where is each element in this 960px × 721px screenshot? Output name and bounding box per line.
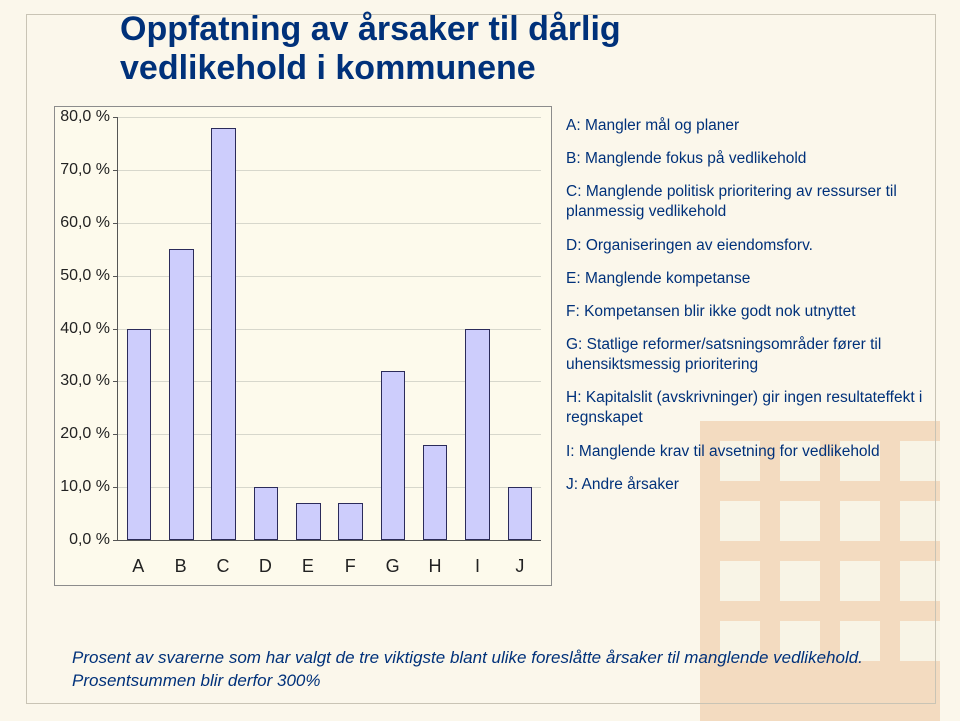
bar-D <box>254 487 279 540</box>
x-axis-label: F <box>329 556 371 577</box>
x-axis-labels: ABCDEFGHIJ <box>117 556 541 577</box>
x-axis-label: I <box>456 556 498 577</box>
plot-area: 0,0 %10,0 %20,0 %30,0 %40,0 %50,0 %60,0 … <box>117 117 541 541</box>
chart-title-line1: Oppfatning av årsaker til dårlig <box>120 10 640 49</box>
legend-text: Manglende politisk prioritering av ressu… <box>566 183 897 220</box>
x-axis-label: B <box>159 556 201 577</box>
legend-item: I: Manglende krav til avsetning for vedl… <box>566 442 931 462</box>
bar-slot <box>287 117 329 540</box>
legend-text: Statlige reformer/satsningsområder fører… <box>566 336 881 373</box>
x-axis-label: C <box>202 556 244 577</box>
legend: A: Mangler mål og planerB: Manglende fok… <box>566 116 931 508</box>
ytick-label: 40,0 % <box>60 320 118 338</box>
ytick-label: 30,0 % <box>60 372 118 390</box>
chart-title-line2: vedlikehold i kommunene <box>120 49 640 88</box>
bar-slot <box>456 117 498 540</box>
legend-key: A: <box>566 117 585 134</box>
x-axis-label: H <box>414 556 456 577</box>
legend-text: Mangler mål og planer <box>585 117 739 134</box>
bar-slot <box>118 117 160 540</box>
bar-A <box>127 329 152 541</box>
legend-text: Kompetansen blir ikke godt nok utnyttet <box>584 303 855 320</box>
ytick-label: 10,0 % <box>60 478 118 496</box>
ytick-label: 0,0 % <box>69 531 118 549</box>
legend-key: H: <box>566 389 586 406</box>
legend-item: H: Kapitalslit (avskrivninger) gir ingen… <box>566 388 931 428</box>
bar-slot <box>372 117 414 540</box>
legend-item: J: Andre årsaker <box>566 475 931 495</box>
bar-I <box>465 329 490 541</box>
ytick-label: 70,0 % <box>60 161 118 179</box>
bar-H <box>423 445 448 540</box>
bar-C <box>211 128 236 540</box>
bar-slot <box>414 117 456 540</box>
bar-slot <box>499 117 541 540</box>
legend-key: J: <box>566 476 582 493</box>
bar-slot <box>160 117 202 540</box>
chart-title: Oppfatning av årsaker til dårlig vedlike… <box>120 10 640 88</box>
legend-key: B: <box>566 150 585 167</box>
legend-key: I: <box>566 443 579 460</box>
legend-text: Organiseringen av eiendomsforv. <box>586 237 813 254</box>
legend-key: C: <box>566 183 586 200</box>
legend-item: B: Manglende fokus på vedlikehold <box>566 149 931 169</box>
x-axis-label: J <box>499 556 541 577</box>
bar-G <box>381 371 406 540</box>
x-axis-label: E <box>287 556 329 577</box>
legend-key: G: <box>566 336 587 353</box>
bars-container <box>118 117 541 540</box>
legend-item: C: Manglende politisk prioritering av re… <box>566 182 931 222</box>
legend-item: D: Organiseringen av eiendomsforv. <box>566 236 931 256</box>
legend-key: F: <box>566 303 584 320</box>
bar-slot <box>329 117 371 540</box>
bar-B <box>169 249 194 540</box>
x-axis-label: A <box>117 556 159 577</box>
ytick-label: 20,0 % <box>60 425 118 443</box>
legend-text: Manglende krav til avsetning for vedlike… <box>579 443 880 460</box>
legend-key: D: <box>566 237 586 254</box>
legend-item: E: Manglende kompetanse <box>566 269 931 289</box>
legend-text: Manglende kompetanse <box>585 270 750 287</box>
bar-E <box>296 503 321 540</box>
legend-item: G: Statlige reformer/satsningsområder fø… <box>566 335 931 375</box>
legend-text: Manglende fokus på vedlikehold <box>585 150 806 167</box>
footnote: Prosent av svarerne som har valgt de tre… <box>72 647 882 693</box>
bar-slot <box>245 117 287 540</box>
bar-F <box>338 503 363 540</box>
ytick-label: 50,0 % <box>60 267 118 285</box>
ytick-label: 60,0 % <box>60 214 118 232</box>
bar-chart: 0,0 % 10,0 % 20,0 % 30,0 % 40,0 % 50,0 % 60,0 … <box>54 106 552 586</box>
legend-text: Andre årsaker <box>582 476 679 493</box>
ytick-label: 80,0 % <box>60 108 118 126</box>
legend-item: F: Kompetansen blir ikke godt nok utnytt… <box>566 302 931 322</box>
bar-slot <box>203 117 245 540</box>
x-axis-label: G <box>371 556 413 577</box>
legend-item: A: Mangler mål og planer <box>566 116 931 136</box>
bar-J <box>508 487 533 540</box>
legend-key: E: <box>566 270 585 287</box>
legend-text: Kapitalslit (avskrivninger) gir ingen re… <box>566 389 922 426</box>
x-axis-label: D <box>244 556 286 577</box>
